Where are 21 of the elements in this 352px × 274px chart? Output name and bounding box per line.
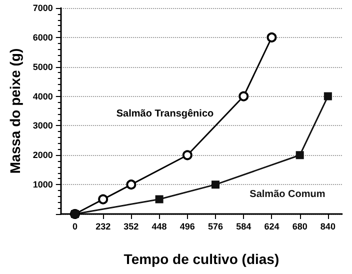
x-tick-label: 232: [96, 222, 111, 232]
x-tick-label: 840: [320, 222, 336, 232]
x-tick-label: 0: [72, 222, 78, 232]
series-label: Salmão Transgênico: [116, 108, 214, 120]
x-tick-label: 576: [208, 222, 224, 232]
x-tick-label: 624: [264, 222, 280, 232]
y-tick-label: 5000: [32, 62, 53, 72]
y-tick-label: 6000: [32, 32, 53, 42]
y-tick-label: 4000: [32, 91, 53, 102]
y-tick-label: 2000: [32, 150, 53, 160]
y-tick-label: 1000: [32, 180, 53, 190]
x-tick-label: 448: [152, 222, 167, 232]
y-axis-title: Massa do peixe (g): [7, 48, 23, 174]
x-axis-title: Tempo de cultivo (dias): [124, 251, 280, 267]
x-tick-label: 584: [236, 222, 252, 232]
x-tick-label: 352: [124, 222, 139, 232]
y-tick-label: 7000: [32, 3, 53, 13]
x-tick-label: 680: [292, 222, 308, 232]
x-tick-label: 496: [180, 222, 195, 232]
series-label: Salmão Comum: [250, 189, 326, 200]
y-tick-label: 3000: [32, 120, 53, 131]
